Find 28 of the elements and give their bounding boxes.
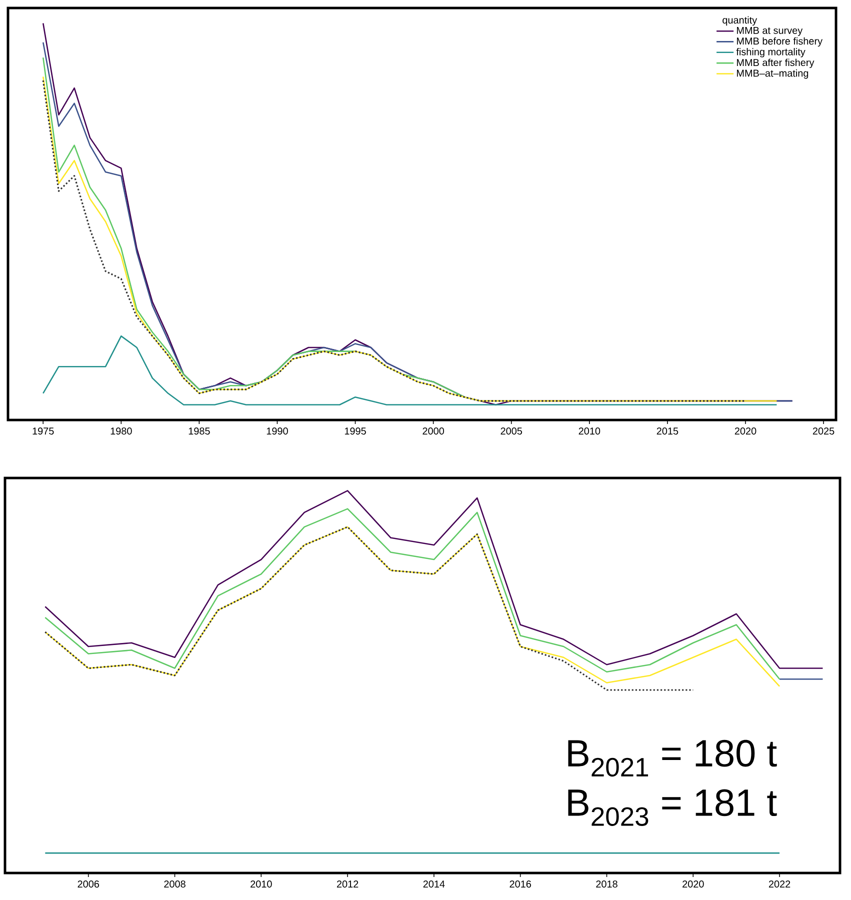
x-tick-label: 1990 xyxy=(266,428,288,435)
x-tick-label: 2020 xyxy=(682,880,704,888)
x-tick-label: 2015 xyxy=(656,428,678,435)
x-tick-label: 2006 xyxy=(78,880,100,888)
x-tick-label: 2010 xyxy=(250,880,272,888)
legend-label: MMB before fishery xyxy=(737,37,823,47)
legend-label: MMB after fishery xyxy=(737,58,814,68)
annotation: B$_{2021}$ = 180 t xyxy=(568,740,777,777)
legend-label: MMB–at–mating xyxy=(737,69,808,79)
legend-label: MMB at survey xyxy=(737,26,803,36)
x-tick-label: 2014 xyxy=(423,880,445,888)
x-tick-label: 1995 xyxy=(344,428,366,435)
x-tick-label: 1980 xyxy=(110,428,132,435)
x-tick-label: 2000 xyxy=(422,428,444,435)
x-tick-label: 2008 xyxy=(164,880,186,888)
annotation: B$_{2023}$ = 181 t xyxy=(568,789,777,826)
x-tick-label: 2010 xyxy=(578,428,600,435)
x-tick-label: 2018 xyxy=(596,880,618,888)
x-tick-label: 2022 xyxy=(768,880,790,888)
x-tick-label: 2020 xyxy=(734,428,756,435)
x-tick-label: 1975 xyxy=(32,428,54,435)
legend-title: quantity xyxy=(722,16,758,26)
x-tick-label: 1985 xyxy=(188,428,210,435)
x-tick-label: 2016 xyxy=(510,880,531,888)
x-tick-label: 2025 xyxy=(812,428,834,435)
legend-label: fishing mortality xyxy=(736,48,806,58)
x-tick-label: 2012 xyxy=(336,880,358,888)
x-tick-label: 2005 xyxy=(500,428,522,435)
